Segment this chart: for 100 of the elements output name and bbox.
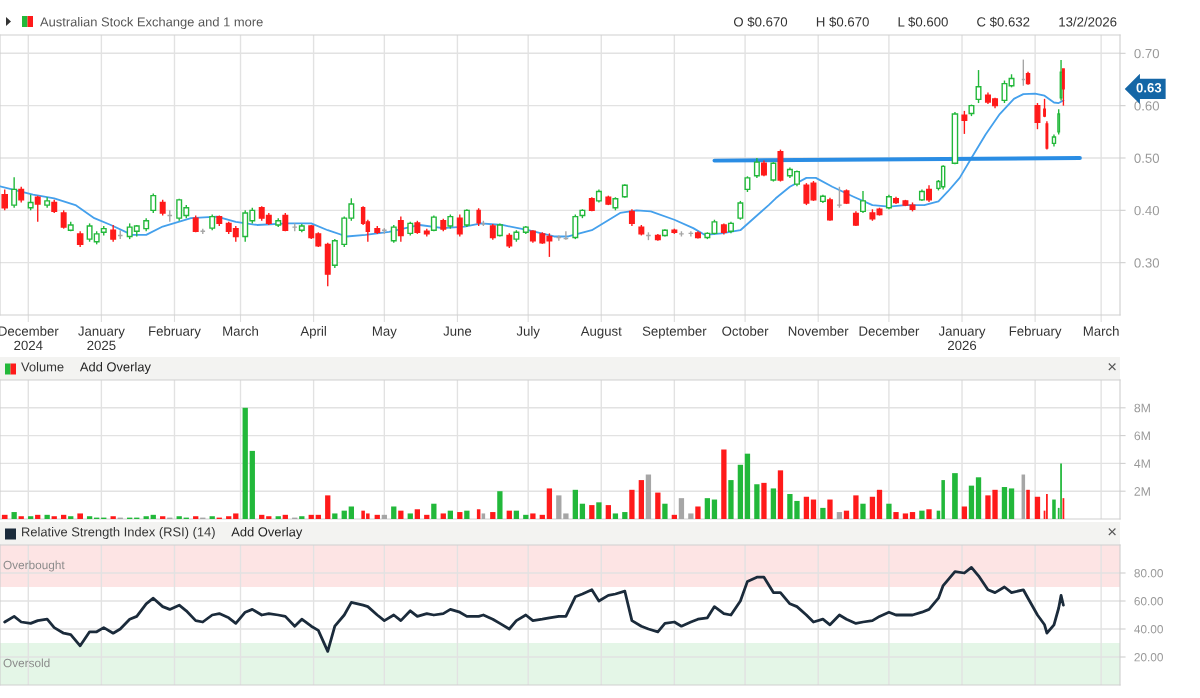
bar xyxy=(572,489,578,519)
bar xyxy=(941,480,945,519)
bar xyxy=(506,510,512,519)
candlestick xyxy=(150,192,157,214)
bar xyxy=(249,450,255,519)
bar xyxy=(968,485,975,519)
y-tick-label: 0.40 xyxy=(1134,205,1160,216)
bar xyxy=(481,513,486,519)
bar xyxy=(579,503,586,519)
y-tick-label: 80.00 xyxy=(1134,569,1163,578)
bar xyxy=(876,489,883,519)
bar xyxy=(704,498,711,519)
x-tick-label: May xyxy=(372,326,397,339)
bar xyxy=(695,506,701,519)
x-tick-label: February xyxy=(1009,326,1062,339)
bar xyxy=(952,473,958,519)
candlestick xyxy=(34,194,41,223)
bar xyxy=(407,513,413,519)
bar xyxy=(605,505,611,519)
x-tick-label: April xyxy=(300,326,326,339)
y-tick-label: 4M xyxy=(1134,459,1150,468)
bar xyxy=(242,407,248,519)
bar xyxy=(51,516,57,519)
bar xyxy=(688,513,694,519)
bar xyxy=(596,502,602,519)
candlestick xyxy=(397,215,404,243)
y-tick-label: 8M xyxy=(1134,403,1150,413)
text: O $0.670 xyxy=(733,16,788,28)
bar xyxy=(737,464,744,519)
x-tick-label: February xyxy=(149,326,201,339)
bar xyxy=(1008,488,1015,519)
y-tick-label: 20.00 xyxy=(1134,653,1163,662)
bar xyxy=(761,482,767,519)
candlestick xyxy=(770,161,777,183)
bar xyxy=(424,514,430,519)
bar xyxy=(150,514,156,519)
text: × xyxy=(1108,528,1116,536)
bar xyxy=(655,492,661,519)
bar xyxy=(414,509,420,519)
bar xyxy=(490,512,496,519)
bar xyxy=(391,506,397,519)
bar xyxy=(909,512,916,519)
bar xyxy=(325,495,331,519)
bar xyxy=(919,510,925,519)
x-tick-label: July xyxy=(516,326,540,339)
bar xyxy=(259,514,265,519)
y-tick-label: 0.30 xyxy=(1134,258,1160,268)
bar xyxy=(1026,489,1030,519)
bar xyxy=(563,513,569,519)
candlestick xyxy=(572,213,579,240)
y-tick-label: 0.50 xyxy=(1134,153,1160,163)
bar xyxy=(810,499,817,519)
bar xyxy=(315,514,321,519)
bar xyxy=(332,513,338,519)
chart-title: Australian Stock Exchange and 1 more xyxy=(40,16,263,30)
bar xyxy=(86,516,93,519)
x-tick-label: December xyxy=(859,326,920,336)
bar xyxy=(843,510,850,519)
bar xyxy=(523,514,529,519)
bar xyxy=(226,516,232,519)
bar xyxy=(622,512,628,519)
bar xyxy=(926,509,932,519)
bar xyxy=(513,510,520,519)
bar xyxy=(18,516,24,519)
bar xyxy=(1034,496,1041,519)
bar xyxy=(11,512,17,519)
bar xyxy=(860,503,866,519)
text: C $0.632 xyxy=(977,16,1030,28)
bar xyxy=(678,498,685,519)
text: 13/2/2026 xyxy=(1059,16,1117,27)
bar xyxy=(282,514,288,519)
candlestick xyxy=(737,200,744,221)
candlestick xyxy=(1,188,9,212)
text: L $0.600 xyxy=(898,16,948,28)
x-tick-label: June xyxy=(443,326,472,336)
bar xyxy=(902,513,909,519)
bar xyxy=(556,495,562,519)
bar xyxy=(589,505,595,519)
y-tick-label: 40.00 xyxy=(1134,625,1163,634)
bar xyxy=(1001,487,1008,519)
candlestick xyxy=(975,69,982,104)
bar xyxy=(68,516,74,519)
x-tick-label: November xyxy=(788,326,849,336)
bar xyxy=(869,496,876,519)
bar xyxy=(308,514,314,519)
candlestick xyxy=(961,110,968,135)
y-tick-label: 0.60 xyxy=(1134,101,1160,111)
bar xyxy=(398,510,404,519)
bar xyxy=(381,514,387,519)
x-tick-label: August xyxy=(580,326,622,339)
chart-title: Relative Strength Index (RSI) (14) xyxy=(22,526,215,540)
bar xyxy=(612,513,619,519)
bar xyxy=(886,503,892,519)
x-tick-label: March xyxy=(223,326,258,336)
bar xyxy=(464,510,470,519)
bar xyxy=(61,514,67,519)
band-label: Oversold xyxy=(3,658,50,668)
y-tick-label: 2M xyxy=(1134,487,1150,496)
bar xyxy=(1052,499,1056,519)
bar xyxy=(711,499,718,519)
